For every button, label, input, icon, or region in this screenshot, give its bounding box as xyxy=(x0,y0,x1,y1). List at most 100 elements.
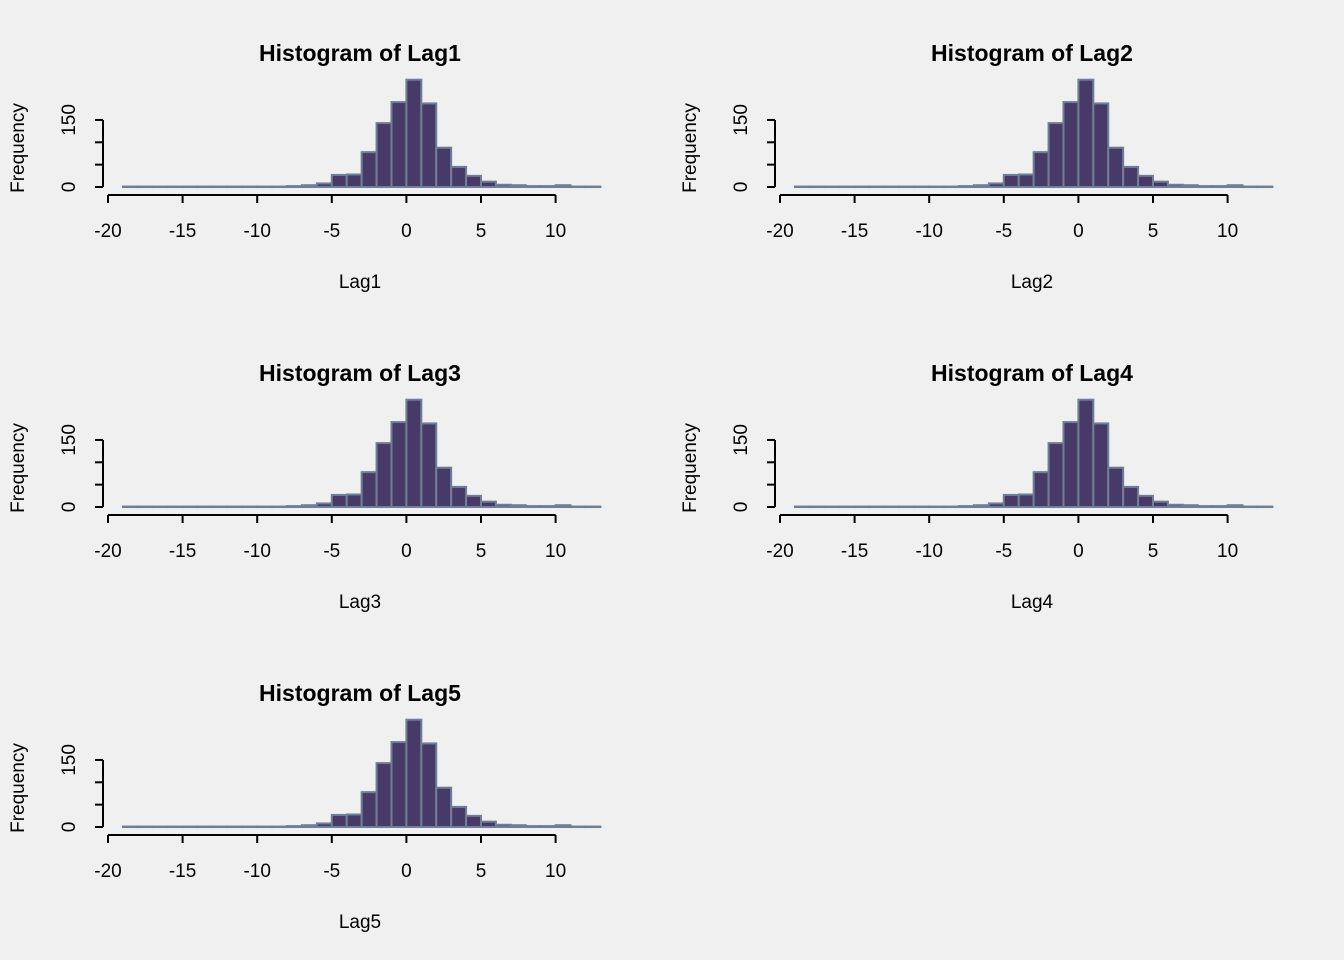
histogram-bar xyxy=(271,505,289,509)
histogram-bar xyxy=(375,762,393,829)
histogram-bar xyxy=(450,485,468,508)
histogram-bar xyxy=(793,185,811,189)
histogram-bar xyxy=(405,398,423,508)
histogram-bar xyxy=(539,185,557,189)
histogram-bar xyxy=(987,502,1005,508)
y-axis-label: Frequency xyxy=(680,423,701,513)
histogram-bar xyxy=(554,824,572,829)
x-tick-label: -10 xyxy=(243,861,270,882)
x-axis-label: Lag5 xyxy=(339,912,381,933)
x-tick-label: -10 xyxy=(915,221,942,242)
histogram-bar xyxy=(793,505,811,509)
histogram-bar xyxy=(300,504,318,509)
x-tick-label: 0 xyxy=(1073,541,1084,562)
histogram-bar xyxy=(943,505,961,509)
histogram-bar xyxy=(121,825,139,829)
histogram-bar xyxy=(838,505,856,509)
histogram-bar xyxy=(136,825,154,829)
histogram-bar xyxy=(226,185,244,189)
histogram-bar xyxy=(465,494,482,508)
chart-title: Histogram of Lag4 xyxy=(931,360,1133,386)
histogram-bar xyxy=(928,185,946,189)
histogram-bar xyxy=(211,825,229,829)
histogram-bar xyxy=(509,824,527,829)
histogram-bar xyxy=(196,825,214,829)
histogram-panel-5: -20 -15 -10 -5 0 5 10 0 150 Histogram of Lag5 Lag5… xyxy=(8,680,602,933)
chart-title: Histogram of Lag1 xyxy=(259,40,461,66)
x-tick-label: -15 xyxy=(169,541,196,562)
histogram-bar xyxy=(1092,102,1110,188)
histogram-bar xyxy=(151,825,169,829)
histogram-bar xyxy=(360,151,378,189)
histogram-bar xyxy=(211,185,229,189)
histogram-bar xyxy=(584,825,602,829)
x-tick-label: -5 xyxy=(323,221,340,242)
x-tick-label: 5 xyxy=(476,541,487,562)
x-tick-label: 0 xyxy=(401,861,412,882)
histogram-bar xyxy=(868,185,886,189)
histogram-bar xyxy=(330,813,348,828)
histogram-bar xyxy=(1211,505,1229,509)
histogram-bar xyxy=(1152,180,1169,189)
histogram-bar xyxy=(405,78,423,188)
histogram-bar xyxy=(1211,185,1229,189)
x-tick-label: 10 xyxy=(1217,221,1238,242)
x-tick-label: -5 xyxy=(995,541,1012,562)
histogram-bar xyxy=(1137,174,1154,188)
histogram-bar xyxy=(883,505,901,509)
histogram-bar xyxy=(211,505,229,509)
histogram-bar xyxy=(972,184,990,189)
histogram-bar xyxy=(838,185,856,189)
histogram-bar xyxy=(151,505,169,509)
histogram-bar xyxy=(286,505,303,509)
histogram-bar xyxy=(375,122,393,189)
chart-title: Histogram of Lag3 xyxy=(259,360,461,386)
x-axis-label: Lag4 xyxy=(1011,592,1054,613)
histogram-bar xyxy=(480,820,497,829)
histogram-bar xyxy=(1166,503,1184,508)
histogram-bar xyxy=(181,185,199,189)
x-axis-label: Lag2 xyxy=(1011,272,1053,293)
histogram-bar xyxy=(241,505,259,509)
histogram-bar xyxy=(480,180,497,189)
y-tick-label: 150 xyxy=(731,424,752,456)
histogram-bar xyxy=(569,185,587,189)
histogram-bar xyxy=(1137,494,1154,508)
x-tick-label: 10 xyxy=(1217,541,1238,562)
histogram-bar xyxy=(420,102,438,188)
histogram-bar xyxy=(584,505,602,509)
histogram-panel-4: -20 -15 -10 -5 0 5 10 0 150 Histogram of Lag4 Lag4… xyxy=(680,360,1274,613)
histogram-bar xyxy=(943,185,961,189)
histogram-bar xyxy=(1196,185,1214,189)
x-axis-label: Lag3 xyxy=(339,592,381,613)
histogram-bar xyxy=(166,825,184,829)
x-tick-label: -5 xyxy=(323,861,340,882)
x-tick-label: -20 xyxy=(94,861,121,882)
histogram-bar xyxy=(465,174,482,188)
y-tick-label: 150 xyxy=(59,104,80,136)
histogram-bar xyxy=(315,502,333,508)
histogram-bar xyxy=(181,505,199,509)
y-axis-label: Frequency xyxy=(8,743,29,833)
histogram-bar xyxy=(121,185,139,189)
histogram-bar xyxy=(1002,493,1020,508)
histogram-bar xyxy=(196,185,214,189)
histogram-bar xyxy=(1107,466,1125,508)
x-tick-label: -10 xyxy=(243,541,270,562)
histogram-bar xyxy=(345,493,363,508)
histogram-bar xyxy=(509,504,527,509)
histogram-bar xyxy=(972,504,990,509)
histogram-bar xyxy=(256,185,274,189)
histogram-bar xyxy=(450,165,468,188)
histogram-bar xyxy=(241,185,259,189)
histogram-bar xyxy=(823,505,841,509)
histogram-bar xyxy=(868,505,886,509)
histogram-bar xyxy=(330,493,348,508)
histogram-bar xyxy=(136,505,154,509)
histogram-bar xyxy=(1047,442,1065,509)
histogram-bar xyxy=(808,185,826,189)
histogram-bar xyxy=(1256,505,1274,509)
x-tick-label: -20 xyxy=(94,541,121,562)
histogram-bar xyxy=(958,185,975,189)
x-tick-label: -20 xyxy=(766,221,793,242)
